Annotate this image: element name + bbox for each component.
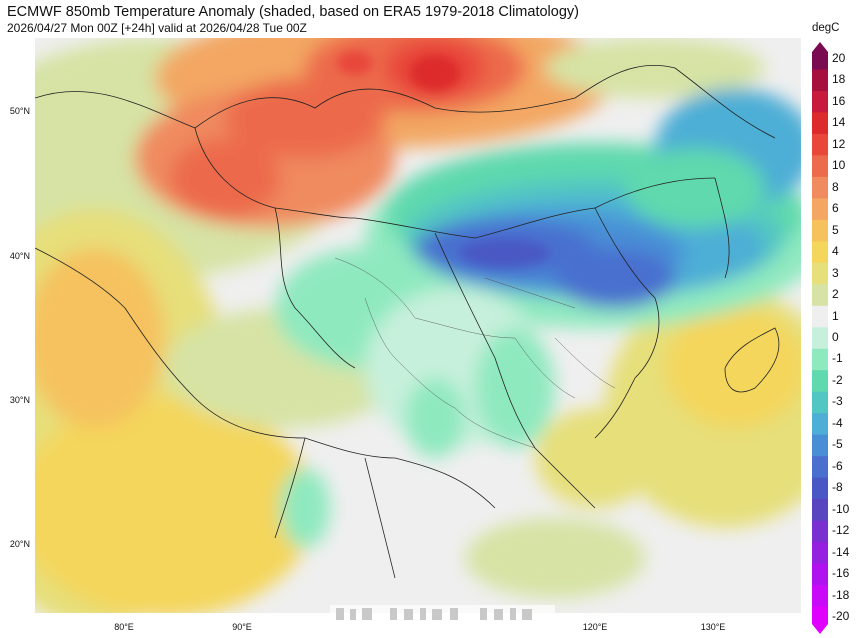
colorbar-tick-label: -12	[832, 523, 850, 538]
colorbar-swatch	[812, 219, 828, 242]
colorbar-tick-label: 2	[832, 287, 839, 302]
map-subtitle: 2026/04/27 Mon 00Z [+24h] valid at 2026/…	[7, 21, 307, 35]
colorbar-tick-label: -8	[832, 480, 843, 495]
colorbar-tick-label: -1	[832, 351, 843, 366]
colorbar-tick-label: 4	[832, 244, 839, 259]
colorbar-tick-label: 16	[832, 93, 846, 108]
colorbar-tick-label: 0	[832, 330, 839, 344]
colorbar-tick-label: 3	[832, 265, 839, 280]
colorbar-swatch	[812, 585, 828, 608]
colorbar-tick-label: -2	[832, 372, 843, 387]
lon-label-90e: 90°E	[232, 622, 252, 632]
colorbar-swatch	[812, 434, 828, 457]
colorbar-swatch	[812, 133, 828, 156]
colorbar-swatch	[812, 370, 828, 393]
colorbar-swatch	[812, 176, 828, 199]
colorbar-swatch	[812, 284, 828, 307]
lat-label-40n: 40°N	[9, 251, 30, 261]
colorbar-swatch	[812, 542, 828, 565]
lon-label-120e: 120°E	[582, 622, 608, 632]
colorbar-swatch	[812, 499, 828, 522]
colorbar-swatch	[812, 606, 828, 634]
lat-label-50n: 50°N	[9, 106, 30, 116]
colorbar-tick-label: 1	[832, 308, 839, 323]
colorbar-swatch	[812, 327, 828, 350]
colorbar-tick-label: -14	[832, 544, 850, 559]
lon-label-130e: 130°E	[700, 622, 726, 632]
colorbar-tick-label: -3	[832, 394, 843, 409]
colorbar-tick-label: -4	[832, 415, 843, 430]
colorbar-swatch	[812, 69, 828, 92]
colorbar-swatch	[812, 520, 828, 543]
colorbar-tick-label: 12	[832, 136, 846, 151]
colorbar-swatch	[812, 198, 828, 221]
colorbar	[812, 42, 828, 634]
colorbar-tick-label: -20	[832, 609, 850, 624]
colorbar-swatch	[812, 90, 828, 113]
lat-label-20n: 20°N	[9, 539, 30, 549]
colorbar-tick-label: -18	[832, 587, 850, 602]
colorbar-unit: degC	[812, 22, 840, 34]
anomaly-map	[35, 38, 801, 613]
colorbar-swatch	[812, 241, 828, 264]
colorbar-tick-label: 5	[832, 222, 839, 237]
colorbar-swatch	[812, 155, 828, 178]
colorbar-swatch	[812, 42, 828, 70]
colorbar-swatch	[812, 563, 828, 586]
colorbar-tick-label: -5	[832, 437, 843, 452]
colorbar-swatch	[812, 112, 828, 135]
colorbar-tick-label: -10	[832, 501, 850, 516]
colorbar-tick-label: 10	[832, 158, 846, 173]
colorbar-tick-label: 18	[832, 72, 846, 87]
lat-label-30n: 30°N	[9, 395, 30, 405]
colorbar-swatch	[812, 456, 828, 479]
colorbar-tick-label: -16	[832, 566, 850, 581]
colorbar-tick-label: -6	[832, 458, 843, 473]
colorbar-tick-label: 14	[832, 115, 846, 130]
lon-label-80e: 80°E	[114, 622, 134, 632]
colorbar-tick-label: 6	[832, 201, 839, 216]
colorbar-swatch	[812, 391, 828, 414]
colorbar-swatch	[812, 477, 828, 500]
colorbar-tick-label: 8	[832, 179, 839, 194]
colorbar-swatch	[812, 262, 828, 285]
map-title: ECMWF 850mb Temperature Anomaly (shaded,…	[7, 4, 579, 20]
colorbar-tick-label: 20	[832, 50, 846, 65]
watermark	[330, 605, 555, 623]
colorbar-swatch	[812, 305, 828, 328]
colorbar-swatch	[812, 413, 828, 436]
colorbar-swatch	[812, 348, 828, 371]
